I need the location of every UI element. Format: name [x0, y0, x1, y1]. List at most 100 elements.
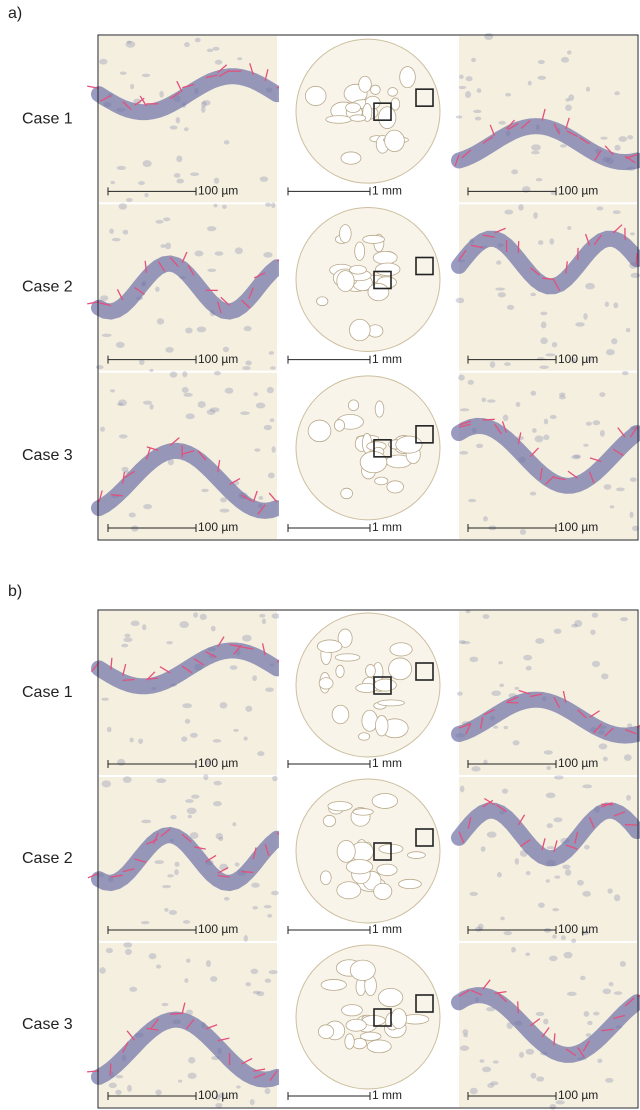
cell-nucleus: [252, 675, 257, 681]
cell-nucleus: [597, 1059, 602, 1063]
cell-nucleus: [530, 293, 535, 297]
cell-nucleus: [549, 956, 557, 962]
cell-nucleus: [265, 1088, 271, 1094]
cell-nucleus: [530, 492, 536, 496]
cell-nucleus: [552, 342, 558, 347]
cell-nucleus: [262, 618, 266, 624]
cell-nucleus: [162, 885, 171, 888]
cell-nucleus: [121, 644, 128, 648]
cell-nucleus: [102, 334, 112, 337]
cell-nucleus: [459, 451, 468, 455]
cell-nucleus: [614, 991, 622, 995]
cell-nucleus: [138, 181, 145, 185]
cell-nucleus: [167, 874, 173, 877]
cell-nucleus: [112, 238, 121, 242]
cell-nucleus: [468, 380, 474, 385]
scale-bar-label: 100 µm: [198, 520, 238, 534]
cell-nucleus: [456, 116, 463, 119]
cell-nucleus: [475, 117, 482, 121]
cell-nucleus: [565, 869, 571, 876]
cell-nucleus: [531, 1073, 537, 1079]
cell-nucleus: [513, 740, 520, 745]
alveolus: [326, 116, 352, 124]
scale-bar-label: 1 mm: [372, 756, 402, 770]
cell-nucleus: [164, 908, 168, 912]
cell-nucleus: [235, 862, 240, 866]
cell-nucleus: [179, 621, 188, 628]
alveolus: [355, 242, 365, 260]
cell-nucleus: [503, 414, 509, 421]
cell-nucleus: [583, 444, 589, 447]
cell-nucleus: [201, 106, 206, 113]
alveolus: [375, 477, 388, 485]
alveolus: [335, 654, 360, 661]
cell-nucleus: [577, 880, 584, 886]
cell-nucleus: [163, 217, 170, 221]
cell-nucleus: [613, 302, 618, 308]
cell-nucleus: [460, 786, 465, 793]
cell-nucleus: [213, 801, 222, 806]
cell-nucleus: [603, 757, 608, 762]
alveolus: [317, 640, 342, 653]
cell-nucleus: [155, 1089, 161, 1095]
cell-nucleus: [545, 353, 555, 356]
alveolus: [339, 225, 351, 243]
cell-nucleus: [242, 366, 251, 370]
cell-nucleus: [123, 942, 132, 948]
alveolus: [359, 76, 372, 92]
cilia-marker: [241, 872, 253, 873]
cell-nucleus: [468, 499, 476, 502]
cell-nucleus: [187, 808, 197, 814]
cell-nucleus: [490, 361, 495, 368]
cell-nucleus: [165, 347, 173, 353]
alveolus: [337, 271, 354, 292]
alveolus: [346, 860, 372, 874]
cell-nucleus: [99, 967, 105, 974]
cell-nucleus: [138, 738, 143, 743]
cell-nucleus: [605, 302, 609, 307]
cell-nucleus: [526, 871, 531, 875]
cell-nucleus: [207, 226, 216, 231]
cell-nucleus: [600, 137, 607, 140]
cell-nucleus: [535, 435, 544, 442]
cell-nucleus: [220, 702, 228, 708]
cell-nucleus: [505, 93, 511, 97]
cell-nucleus: [96, 365, 104, 369]
cell-nucleus: [493, 1060, 499, 1063]
cell-nucleus: [149, 953, 157, 959]
alveolus: [376, 263, 400, 276]
cell-nucleus: [582, 784, 592, 788]
cell-nucleus: [220, 497, 227, 502]
scale-bar-label: 100 µm: [558, 756, 598, 770]
cell-nucleus: [538, 902, 545, 907]
alveolus: [379, 107, 396, 129]
cell-nucleus: [156, 965, 161, 969]
cell-nucleus: [626, 328, 631, 332]
cell-nucleus: [271, 891, 279, 895]
alveolus: [391, 98, 400, 110]
case-label: Case 3: [22, 447, 73, 464]
cell-nucleus: [124, 634, 130, 638]
alveolus: [349, 265, 366, 274]
alveolus: [350, 960, 375, 980]
cell-nucleus: [479, 1059, 484, 1063]
cell-nucleus: [580, 976, 586, 980]
cell-nucleus: [544, 750, 553, 754]
cell-nucleus: [198, 401, 206, 408]
alveolus: [391, 1009, 406, 1029]
cell-nucleus: [131, 621, 140, 626]
cell-nucleus: [571, 938, 576, 943]
cell-nucleus: [490, 1081, 498, 1085]
cell-nucleus: [511, 169, 518, 174]
alveolus: [385, 130, 405, 151]
cell-nucleus: [554, 876, 560, 879]
cell-nucleus: [254, 448, 260, 451]
cell-nucleus: [559, 392, 565, 396]
alveolus: [396, 436, 422, 453]
cell-nucleus: [269, 970, 278, 974]
cell-nucleus: [190, 733, 198, 738]
cell-nucleus: [614, 91, 619, 95]
cell-nucleus: [207, 269, 216, 272]
cell-nucleus: [457, 692, 463, 696]
cell-nucleus: [213, 47, 220, 51]
